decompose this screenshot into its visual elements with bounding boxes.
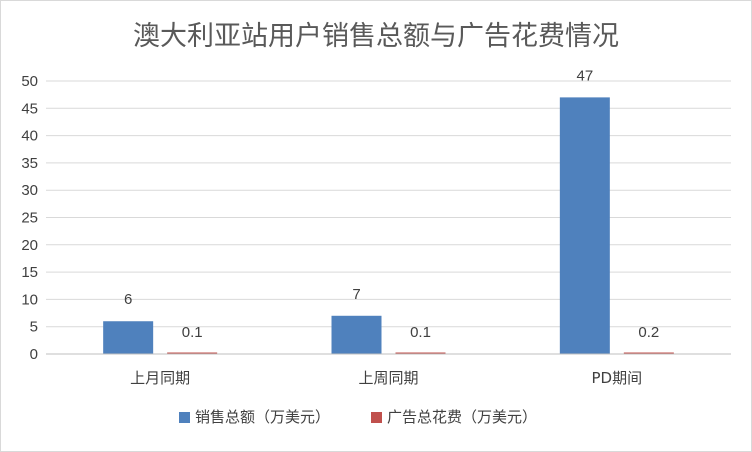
bar-series0-0 bbox=[103, 321, 154, 354]
y-tick-label: 15 bbox=[21, 264, 38, 281]
legend: 销售总额（万美元） 广告总花费（万美元） bbox=[179, 408, 537, 426]
y-axis-ticks: 0 5 10 15 20 25 30 35 40 45 50 bbox=[21, 73, 38, 363]
chart-title: 澳大利亚站用户销售总额与广告花费情况 bbox=[133, 21, 619, 52]
bar-series0-1 bbox=[331, 315, 382, 354]
y-tick-label: 10 bbox=[21, 291, 38, 308]
y-tick-label: 50 bbox=[21, 73, 38, 90]
bars bbox=[103, 97, 674, 354]
data-label-series0-0: 6 bbox=[124, 291, 132, 308]
y-tick-label: 5 bbox=[30, 319, 38, 336]
y-tick-label: 40 bbox=[21, 128, 38, 145]
y-tick-label: 20 bbox=[21, 237, 38, 254]
legend-swatch-series0 bbox=[179, 412, 190, 423]
y-tick-label: 25 bbox=[21, 210, 38, 227]
legend-swatch-series1 bbox=[371, 412, 382, 423]
data-label-series1-0: 0.1 bbox=[182, 324, 203, 341]
y-tick-label: 45 bbox=[21, 100, 38, 117]
legend-label-series0: 销售总额（万美元） bbox=[195, 408, 330, 426]
y-tick-label: 0 bbox=[30, 346, 38, 363]
legend-label-series1: 广告总花费（万美元） bbox=[387, 408, 537, 426]
data-label-series1-2: 0.2 bbox=[638, 324, 659, 341]
bar-series0-2 bbox=[559, 97, 610, 354]
bar-series1-0 bbox=[167, 352, 218, 354]
bar-series1-2 bbox=[623, 352, 674, 354]
x-category-label: 上周同期 bbox=[358, 369, 418, 387]
data-label-series1-1: 0.1 bbox=[410, 324, 431, 341]
data-label-series0-2: 47 bbox=[576, 67, 593, 84]
bar-series1-1 bbox=[395, 352, 446, 354]
y-tick-label: 30 bbox=[21, 182, 38, 199]
data-label-series0-1: 7 bbox=[352, 286, 360, 303]
y-tick-label: 35 bbox=[21, 155, 38, 172]
x-category-label: 上月同期 bbox=[130, 369, 190, 387]
x-axis-categories: 上月同期 上周同期 PD期间 bbox=[130, 369, 642, 387]
data-labels: 6 0.1 7 0.1 47 0.2 bbox=[124, 67, 659, 341]
x-category-label: PD期间 bbox=[592, 369, 643, 387]
gridlines bbox=[46, 80, 731, 328]
